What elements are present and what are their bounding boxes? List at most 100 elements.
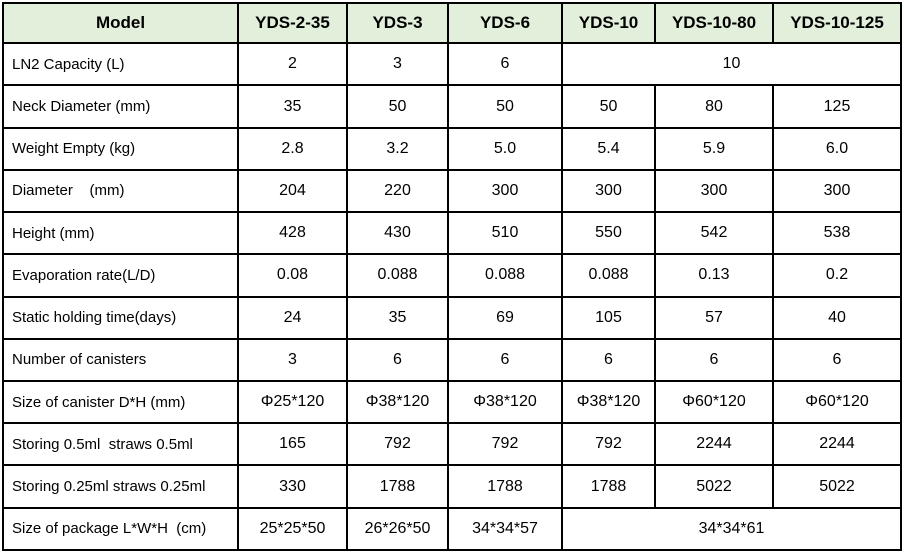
cell: 6 <box>346 337 449 382</box>
cell: 1788 <box>346 464 449 509</box>
table-row-ln2-capacity: LN2 Capacity (L) 2 3 6 10 <box>2 42 902 87</box>
table-row-neck-diameter: Neck Diameter (mm) 35 50 50 50 80 125 <box>2 84 902 129</box>
cell: 300 <box>561 168 656 214</box>
cell: Φ25*120 <box>237 379 348 425</box>
row-label: Size of canister D*H (mm) <box>2 379 239 425</box>
table-row-static-holding-time: Static holding time(days) 24 35 69 105 5… <box>2 295 902 340</box>
cell: 330 <box>237 464 348 509</box>
cell: 80 <box>654 84 774 129</box>
cell: 792 <box>447 422 563 467</box>
cell: Φ38*120 <box>346 379 449 425</box>
cell: 1788 <box>447 464 563 509</box>
row-label: LN2 Capacity (L) <box>2 42 239 87</box>
merged-cell: 10 <box>561 42 902 87</box>
header-model-label: Model <box>2 1 239 45</box>
cell: 1788 <box>561 464 656 509</box>
header-model-yds-6: YDS-6 <box>447 1 563 45</box>
table-row-weight-empty: Weight Empty (kg) 2.8 3.2 5.0 5.4 5.9 6.… <box>2 126 902 171</box>
merged-cell: 34*34*61 <box>561 506 902 552</box>
cell: 6 <box>654 337 774 382</box>
table-row-storing-025ml: Storing 0.25ml straws 0.25ml 330 1788 17… <box>2 464 902 509</box>
cell: 2244 <box>654 422 774 467</box>
cell: 510 <box>447 211 563 256</box>
header-model-yds-10-125: YDS-10-125 <box>772 1 902 45</box>
cell: 57 <box>654 295 774 340</box>
row-label: Static holding time(days) <box>2 295 239 340</box>
table-row-package-size: Size of package L*W*H (cm) 25*25*50 26*2… <box>2 506 902 552</box>
row-label: Neck Diameter (mm) <box>2 84 239 129</box>
cell: 24 <box>237 295 348 340</box>
cell: 0.2 <box>772 253 902 298</box>
cell: 6.0 <box>772 126 902 171</box>
cell: 792 <box>561 422 656 467</box>
cell: 35 <box>237 84 348 129</box>
cell: 26*26*50 <box>346 506 449 552</box>
cell: 5022 <box>772 464 902 509</box>
header-model-yds-10: YDS-10 <box>561 1 656 45</box>
row-label: Diameter (mm) <box>2 168 239 214</box>
cell: 50 <box>561 84 656 129</box>
cell: Φ60*120 <box>772 379 902 425</box>
row-label: Evaporation rate(L/D) <box>2 253 239 298</box>
cell: 5022 <box>654 464 774 509</box>
cell: 50 <box>346 84 449 129</box>
cell: 220 <box>346 168 449 214</box>
cell: 6 <box>447 337 563 382</box>
table-header-row: Model YDS-2-35 YDS-3 YDS-6 YDS-10 YDS-10… <box>2 1 902 45</box>
cell: 300 <box>772 168 902 214</box>
row-label: Number of canisters <box>2 337 239 382</box>
cell: 300 <box>654 168 774 214</box>
cell: 430 <box>346 211 449 256</box>
cell: 550 <box>561 211 656 256</box>
table-row-canister-size: Size of canister D*H (mm) Φ25*120 Φ38*12… <box>2 379 902 425</box>
cell: 50 <box>447 84 563 129</box>
cell: 3.2 <box>346 126 449 171</box>
cell: 6 <box>561 337 656 382</box>
cell: 0.088 <box>561 253 656 298</box>
cell: 428 <box>237 211 348 256</box>
header-model-yds-2-35: YDS-2-35 <box>237 1 348 45</box>
cell: Φ38*120 <box>447 379 563 425</box>
cell: 542 <box>654 211 774 256</box>
row-label: Storing 0.5ml straws 0.5ml <box>2 422 239 467</box>
cell: 2 <box>237 42 348 87</box>
cell: 125 <box>772 84 902 129</box>
cell: 0.08 <box>237 253 348 298</box>
cell: 204 <box>237 168 348 214</box>
cell: 35 <box>346 295 449 340</box>
row-label: Size of package L*W*H (cm) <box>2 506 239 552</box>
cell: 5.4 <box>561 126 656 171</box>
table-row-height: Height (mm) 428 430 510 550 542 538 <box>2 211 902 256</box>
row-label: Storing 0.25ml straws 0.25ml <box>2 464 239 509</box>
cell: 25*25*50 <box>237 506 348 552</box>
cell: 6 <box>772 337 902 382</box>
cell: 2244 <box>772 422 902 467</box>
table-row-storing-05ml: Storing 0.5ml straws 0.5ml 165 792 792 7… <box>2 422 902 467</box>
cell: 6 <box>447 42 563 87</box>
cell: 0.13 <box>654 253 774 298</box>
header-model-yds-10-80: YDS-10-80 <box>654 1 774 45</box>
cell: 69 <box>447 295 563 340</box>
row-label: Height (mm) <box>2 211 239 256</box>
table-row-evaporation-rate: Evaporation rate(L/D) 0.08 0.088 0.088 0… <box>2 253 902 298</box>
cell: 792 <box>346 422 449 467</box>
cell: 300 <box>447 168 563 214</box>
table-row-diameter: Diameter (mm) 204 220 300 300 300 300 <box>2 168 902 214</box>
cell: 3 <box>346 42 449 87</box>
table-row-number-of-canisters: Number of canisters 3 6 6 6 6 6 <box>2 337 902 382</box>
row-label: Weight Empty (kg) <box>2 126 239 171</box>
cell: 40 <box>772 295 902 340</box>
cell: 3 <box>237 337 348 382</box>
cell: Φ60*120 <box>654 379 774 425</box>
cell: 34*34*57 <box>447 506 563 552</box>
cell: 105 <box>561 295 656 340</box>
cell: 5.0 <box>447 126 563 171</box>
cell: 0.088 <box>346 253 449 298</box>
cell: Φ38*120 <box>561 379 656 425</box>
cell: 0.088 <box>447 253 563 298</box>
cell: 538 <box>772 211 902 256</box>
cell: 5.9 <box>654 126 774 171</box>
cell: 2.8 <box>237 126 348 171</box>
